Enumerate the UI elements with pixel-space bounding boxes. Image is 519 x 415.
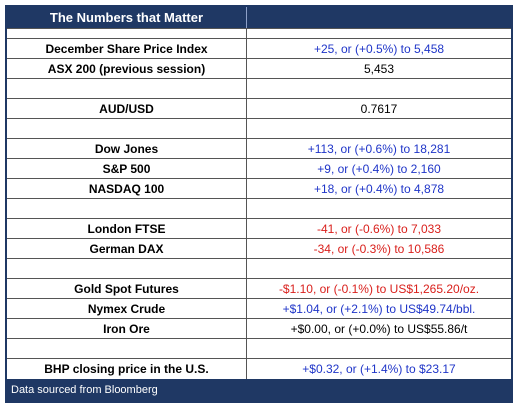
data-row: Dow Jones +113, or (+0.6%) to 18,281 (7, 139, 511, 159)
row-value: +9, or (+0.4%) to 2,160 (317, 161, 441, 176)
row-label: London FTSE (7, 219, 247, 238)
spacer-row (7, 199, 511, 219)
data-row: AUD/USD 0.7617 (7, 99, 511, 119)
numbers-table: The Numbers that Matter December Share P… (5, 5, 513, 403)
row-value: +18, or (+0.4%) to 4,878 (313, 181, 445, 196)
row-label: Gold Spot Futures (7, 279, 247, 298)
row-label: Nymex Crude (7, 299, 247, 318)
empty-cell (7, 259, 247, 278)
data-row: December Share Price Index +25, or (+0.5%… (7, 39, 511, 59)
empty-cell (7, 119, 247, 138)
row-value: -$1.10, or (-0.1%) to US$1,265.20/oz. (278, 281, 480, 296)
data-row: Iron Ore +$0.00, or (+0.0%) to US$55.86/t (7, 319, 511, 339)
row-label: S&P 500 (7, 159, 247, 178)
table-title: The Numbers that Matter (7, 7, 247, 28)
spacer-row (7, 339, 511, 359)
row-value: +$0.00, or (+0.0%) to US$55.86/t (290, 321, 468, 336)
row-label: Iron Ore (7, 319, 247, 338)
row-value: 5,453 (363, 61, 395, 76)
header-cell (247, 7, 511, 28)
data-row: Nymex Crude +$1.04, or (+2.1%) to US$49.7… (7, 299, 511, 319)
empty-cell (247, 119, 511, 138)
empty-cell (7, 199, 247, 218)
row-value: 0.7617 (360, 101, 398, 116)
footer-row: Data sourced from Bloomberg (7, 379, 511, 401)
spacer-row (7, 259, 511, 279)
row-label: December Share Price Index (7, 39, 247, 58)
source-note: Data sourced from Bloomberg (11, 384, 158, 396)
empty-cell (247, 259, 511, 278)
data-row: German DAX -34, or (-0.3%) to 10,586 (7, 239, 511, 259)
empty-cell (7, 339, 247, 358)
data-row: S&P 500 +9, or (+0.4%) to 2,160 (7, 159, 511, 179)
row-value: +$0.32, or (+1.4%) to $23.17 (302, 362, 456, 376)
data-row: London FTSE -41, or (-0.6%) to 7,033 (7, 219, 511, 239)
row-value: -41, or (-0.6%) to 7,033 (316, 221, 442, 236)
empty-cell (247, 199, 511, 218)
row-value: +$1.04, or (+2.1%) to US$49.74/bbl. (282, 301, 476, 316)
table-body: December Share Price Index +25, or (+0.5%… (7, 29, 511, 379)
row-label: ASX 200 (previous session) (7, 59, 247, 78)
data-row: ASX 200 (previous session) 5,453 (7, 59, 511, 79)
empty-cell (247, 29, 511, 38)
empty-cell (7, 29, 247, 38)
row-value: -34, or (-0.3%) to 10,586 (313, 241, 445, 256)
spacer-row (7, 79, 511, 99)
spacer-row (7, 29, 511, 39)
spacer-row (7, 119, 511, 139)
header-row: The Numbers that Matter (7, 7, 511, 29)
row-label: AUD/USD (7, 99, 247, 118)
row-label: BHP closing price in the U.S. (7, 359, 247, 379)
empty-cell (247, 79, 511, 98)
data-row: Gold Spot Futures -$1.10, or (-0.1%) to U… (7, 279, 511, 299)
row-label: Dow Jones (7, 139, 247, 158)
empty-cell (247, 339, 511, 358)
data-row: BHP closing price in the U.S. +$0.32, or … (7, 359, 511, 379)
row-value: +113, or (+0.6%) to 18,281 (307, 141, 451, 156)
row-label: NASDAQ 100 (7, 179, 247, 198)
row-value: +25, or (+0.5%) to 5,458 (313, 41, 445, 56)
empty-cell (7, 79, 247, 98)
data-row: NASDAQ 100 +18, or (+0.4%) to 4,878 (7, 179, 511, 199)
row-label: German DAX (7, 239, 247, 258)
